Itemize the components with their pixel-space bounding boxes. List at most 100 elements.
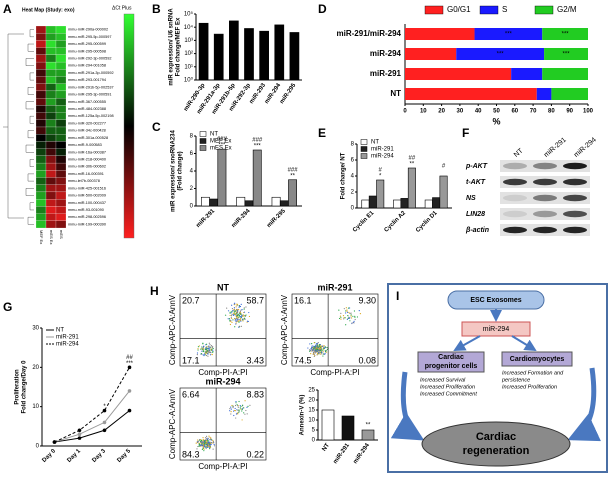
- heatmap-cell: [45, 83, 57, 92]
- flow-dot: [316, 351, 318, 353]
- flow-dot: [236, 412, 238, 414]
- x-tick-label: Day 1: [66, 448, 82, 464]
- heatmap-cell: [55, 126, 67, 135]
- heatmap-cell: [45, 98, 57, 106]
- blot-band: [563, 210, 587, 218]
- x-tick-label: 70: [530, 109, 537, 115]
- flow-dot: [345, 310, 347, 312]
- panel-letter: C: [152, 120, 161, 134]
- flow-dot: [198, 439, 201, 441]
- plot-title: NT: [217, 282, 229, 292]
- flow-dot: [317, 351, 319, 354]
- significance: **: [290, 173, 295, 179]
- y-tick-label: 10²: [184, 51, 193, 57]
- flow-dot: [354, 316, 356, 318]
- flow-dot: [234, 313, 237, 316]
- bar: [341, 415, 355, 441]
- flow-dot: [211, 351, 214, 353]
- significance: **: [366, 423, 371, 429]
- flow-dot: [349, 312, 351, 315]
- flow-dot: [210, 349, 212, 351]
- y-tick-label: 0: [351, 206, 355, 212]
- flow-dot: [230, 316, 232, 318]
- x-tick-label: Day 0: [41, 448, 57, 464]
- legend-label: MEF Ex: [210, 139, 231, 145]
- flow-dot: [236, 312, 239, 314]
- bar: [252, 149, 262, 207]
- x-tick-label: 0: [403, 109, 407, 115]
- x-tick-label: NT: [321, 442, 331, 452]
- row-label: mmu-miR-16a-000387: [68, 150, 106, 154]
- flow-dot: [233, 410, 235, 412]
- x-tick-label: Day 5: [116, 448, 132, 464]
- flow-dot: [243, 314, 245, 316]
- y-tick-label: 10¹: [184, 64, 193, 70]
- flow-dot: [343, 317, 345, 319]
- flow-dot: [235, 413, 238, 415]
- quadrant-value: 74.5: [294, 355, 312, 365]
- flow-dot: [248, 315, 251, 318]
- flow-dot: [239, 319, 241, 321]
- legend-swatch: [199, 145, 207, 151]
- flow-dot: [209, 442, 211, 444]
- significance: ***: [126, 361, 134, 367]
- flow-dot: [309, 343, 311, 345]
- bar: [244, 200, 254, 207]
- flow-dot: [206, 445, 208, 447]
- significance: ###: [288, 167, 299, 173]
- flow-dot: [312, 351, 315, 353]
- flow-dot: [230, 408, 232, 410]
- flow-dot: [201, 347, 203, 349]
- row-label: mmu-miR-295-000598: [68, 49, 106, 53]
- flow-dot: [313, 353, 315, 356]
- flow-dot: [205, 350, 207, 352]
- flow-dot: [324, 350, 326, 352]
- blot-band: [503, 162, 527, 170]
- point: [77, 432, 82, 437]
- flow-dot: [311, 346, 313, 348]
- flow-dot: [234, 312, 236, 315]
- row-label: mmu-miR-218-000400: [68, 157, 106, 161]
- heatmap-cell: [55, 148, 67, 156]
- flow-dot: [311, 345, 313, 347]
- y-axis-label: Comp-APC-A:AnnV: [168, 388, 177, 459]
- heatmap-cell: [55, 213, 67, 221]
- heatmap-cell: [35, 220, 47, 229]
- flow-dot: [241, 408, 244, 410]
- flow-dot: [229, 312, 231, 314]
- significance: ##: [409, 156, 416, 162]
- x-tick-label: miR-294: [231, 208, 252, 229]
- bar: [361, 199, 370, 209]
- flow-dot: [243, 308, 245, 310]
- flow-dot: [198, 442, 200, 444]
- flow-dot: [350, 317, 353, 319]
- flow-frame: [179, 293, 267, 367]
- flow-dot: [346, 309, 348, 311]
- row-label: mmu-miR-367-000555: [68, 100, 106, 104]
- flow-dot: [359, 313, 362, 315]
- flow-dot: [208, 346, 210, 348]
- flow-dot: [240, 309, 242, 311]
- flow-dot: [318, 348, 320, 350]
- flow-dot: [231, 310, 233, 313]
- column-label: MEF Ex: [39, 230, 44, 244]
- flow-dot: [313, 345, 315, 347]
- point: [127, 365, 132, 370]
- flow-dot: [237, 314, 239, 317]
- row-label: mmu-miR-34c-000428: [68, 129, 106, 133]
- flow-dot: [212, 349, 214, 351]
- flow-dot: [202, 437, 204, 439]
- flow-dot: [239, 313, 241, 315]
- flow-dot: [310, 348, 312, 350]
- y-tick-label: 0: [312, 438, 316, 444]
- y-tick-label: 2: [190, 186, 194, 192]
- row-label: mmu-miR-93-001090: [68, 208, 104, 212]
- legend-label: NT: [210, 132, 218, 138]
- flow-dot: [346, 311, 349, 313]
- dendrogram: [29, 29, 34, 38]
- quadrant-value: 3.43: [246, 355, 264, 365]
- y-tick-label: miR-291: [370, 69, 402, 78]
- flow-dot: [307, 347, 309, 349]
- flow-dot: [200, 441, 202, 443]
- flow-dot: [235, 311, 237, 313]
